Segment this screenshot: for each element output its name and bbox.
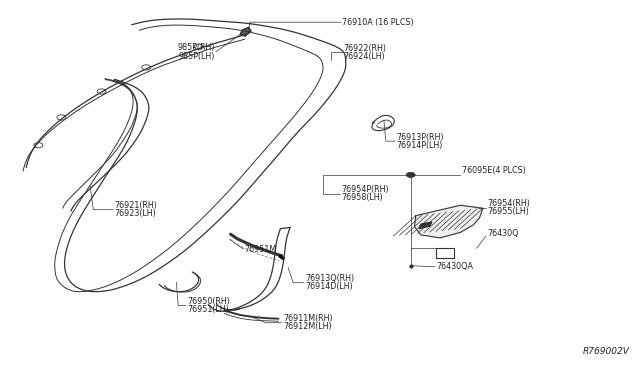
Text: 76430QA: 76430QA xyxy=(436,262,473,271)
Text: 76914D(LH): 76914D(LH) xyxy=(305,282,353,291)
Text: 76951M: 76951M xyxy=(244,245,277,254)
Text: 76954P(RH): 76954P(RH) xyxy=(341,185,388,194)
Polygon shape xyxy=(419,222,432,229)
Text: 76950(RH): 76950(RH) xyxy=(187,297,230,306)
Text: 76913Q(RH): 76913Q(RH) xyxy=(305,274,355,283)
Text: 76430Q: 76430Q xyxy=(487,229,519,238)
Text: 985P(LH): 985P(LH) xyxy=(179,52,214,61)
Text: 76922(RH): 76922(RH) xyxy=(344,44,387,52)
Text: 76951(LH): 76951(LH) xyxy=(187,305,229,314)
Text: 76924(LH): 76924(LH) xyxy=(344,52,385,61)
Circle shape xyxy=(406,172,415,177)
Text: 76911M(RH): 76911M(RH) xyxy=(283,314,333,323)
Text: 76921(RH): 76921(RH) xyxy=(115,201,157,210)
Text: R769002V: R769002V xyxy=(583,347,630,356)
Text: 76910A (16 PLCS): 76910A (16 PLCS) xyxy=(342,18,414,27)
Text: 76923(LH): 76923(LH) xyxy=(115,209,156,218)
Text: 76958(LH): 76958(LH) xyxy=(341,193,383,202)
Polygon shape xyxy=(415,205,483,238)
Text: 76954(RH): 76954(RH) xyxy=(487,199,530,208)
Text: 985P(RH): 985P(RH) xyxy=(177,43,214,52)
Polygon shape xyxy=(240,28,251,36)
Text: 76955(LH): 76955(LH) xyxy=(487,208,529,217)
Text: 76095E(4 PLCS): 76095E(4 PLCS) xyxy=(462,166,525,175)
Text: 76912M(LH): 76912M(LH) xyxy=(283,322,332,331)
Text: 76913P(RH): 76913P(RH) xyxy=(397,132,444,142)
Text: 76914P(LH): 76914P(LH) xyxy=(397,141,443,150)
